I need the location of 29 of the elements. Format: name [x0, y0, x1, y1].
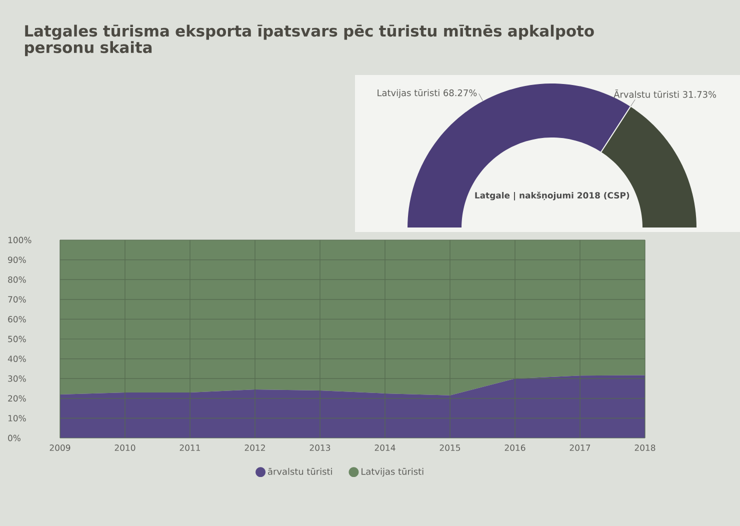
y-tick-label: 0% [8, 434, 20, 442]
y-tick-label: 50% [8, 336, 26, 342]
x-tick-label: 2010 [114, 444, 136, 451]
x-tick-label: 2013 [310, 444, 330, 451]
data-label: 68.27% [444, 89, 477, 96]
x-tick-label: 2018 [634, 444, 656, 451]
x-tick-label: 2016 [504, 444, 526, 451]
chart-title: Latgales tūrisma eksporta īpatsvars pēc tūristu mītnēs apkalpoto personu skaita [25, 24, 594, 56]
y-tick-label: 70% [8, 296, 26, 303]
y-tick-label: 40% [8, 356, 26, 362]
slice-label: Ārvalstu tūristi [614, 90, 679, 98]
x-tick-label: 2012 [244, 444, 265, 451]
legend-label: Latvijas tūristi [362, 468, 424, 477]
slice-label: Latvijas tūristi [378, 89, 440, 98]
x-tick-label: 2011 [180, 444, 200, 451]
y-tick-label: 10% [8, 415, 26, 422]
data-label: 31.73% [683, 91, 716, 98]
legend-label: ārvalstu tūristi [268, 468, 332, 475]
y-tick-label: 100% [8, 236, 32, 244]
text: Latgale | nakšņojumi 2018 (CSP) [475, 192, 630, 200]
x-tick-label: 2009 [50, 444, 70, 451]
y-tick-label: 80% [8, 276, 26, 283]
y-tick-label: 20% [8, 395, 26, 402]
y-tick-label: 90% [8, 256, 26, 264]
y-tick-label: 60% [8, 316, 26, 322]
x-tick-label: 2014 [374, 444, 396, 451]
x-tick-label: 2015 [440, 444, 460, 451]
x-tick-label: 2017 [570, 444, 590, 451]
y-tick-label: 30% [8, 375, 26, 382]
